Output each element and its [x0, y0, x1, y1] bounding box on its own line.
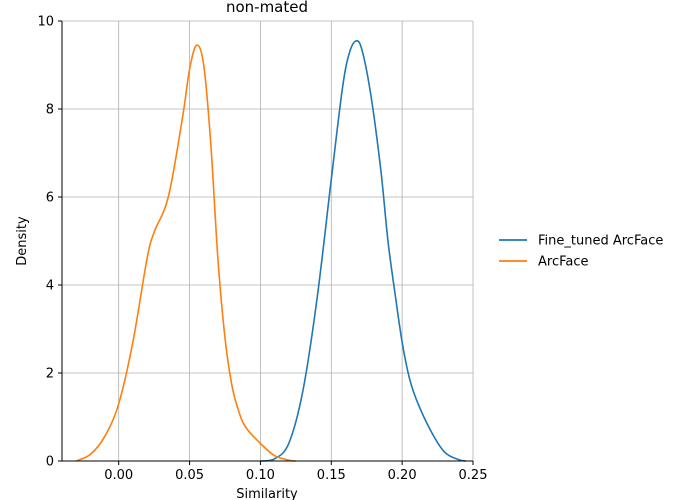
x-tick-label: 0.15 — [317, 468, 346, 483]
series-lines — [75, 40, 467, 462]
x-axis-title: Similarity — [236, 487, 298, 500]
x-tick-label: 0.25 — [459, 468, 488, 483]
series-line-1 — [75, 44, 296, 462]
y-tick-label: 4 — [46, 279, 54, 294]
x-ticks: 0.00 0.05 0.10 0.15 0.20 0.25 — [104, 461, 487, 483]
grid — [62, 20, 474, 462]
chart-title: non-mated — [226, 0, 308, 16]
y-tick-label: 0 — [46, 455, 54, 470]
legend-label-1: ArcFace — [538, 255, 589, 270]
y-axis-title: Density — [15, 216, 30, 266]
series-line-0 — [260, 40, 467, 462]
legend-label-0: Fine_tuned ArcFace — [538, 234, 663, 249]
x-tick-label: 0.00 — [104, 468, 133, 483]
y-tick-label: 6 — [46, 191, 54, 206]
x-tick-label: 0.05 — [175, 468, 204, 483]
x-tick-label: 0.10 — [246, 468, 275, 483]
y-tick-label: 8 — [46, 103, 54, 118]
y-tick-label: 2 — [46, 367, 54, 382]
axes — [61, 21, 473, 462]
x-tick-label: 0.20 — [388, 468, 417, 483]
y-ticks: 0 2 4 6 8 10 — [37, 15, 62, 470]
legend: Fine_tuned ArcFace ArcFace — [499, 234, 663, 270]
y-tick-label: 10 — [37, 15, 54, 30]
